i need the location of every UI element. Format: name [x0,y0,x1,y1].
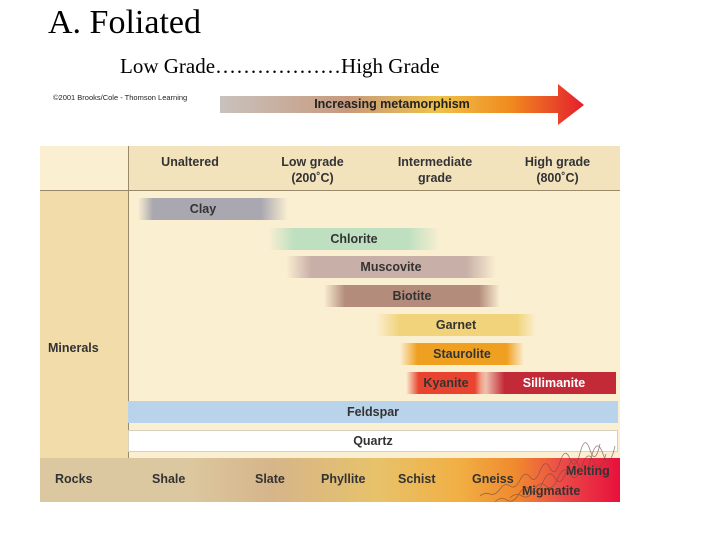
mineral-label-biotite: Biotite [392,289,432,303]
row-label-minerals: Minerals [48,341,99,355]
mineral-label-clay: Clay [189,202,217,216]
mineral-label-feldspar: Feldspar [346,405,400,419]
mineral-bar-quartz: Quartz [128,430,618,452]
mineral-bar-kyanite: Kyanite [406,372,486,394]
column-header-low-grade: Low grade (200˚C) [281,155,344,185]
slide-title: A. Foliated [48,4,201,41]
metamorphism-arrow-icon [220,84,584,125]
mineral-label-muscovite: Muscovite [360,260,422,274]
rock-gneiss: Gneiss [472,472,514,486]
mineral-bar-garnet: Garnet [376,314,536,336]
rock-phyllite: Phyllite [321,472,366,486]
mineral-label-chlorite: Chlorite [330,232,378,246]
rocks-label-cell [40,458,128,502]
mineral-label-sillimanite: Sillimanite [522,376,586,390]
column-divider [128,146,129,502]
column-header-unaltered: Unaltered [161,155,219,169]
mineral-bar-staurolite: Staurolite [400,343,524,365]
mineral-bar-sillimanite: Sillimanite [480,372,616,394]
rock-transition-squiggles [479,442,616,502]
header-divider [40,190,620,191]
mineral-label-quartz: Quartz [353,434,393,448]
rock-slate: Slate [255,472,285,486]
copyright-note: ©2001 Brooks/Cole - Thomson Learning [53,93,188,102]
column-header-intermediate: Intermediate grade [397,155,473,185]
rock-shale: Shale [152,472,186,486]
grade-range-caption: Low Grade………………High Grade [120,54,440,78]
row-label-column [40,190,128,458]
mineral-bar-chlorite: Chlorite [268,228,440,250]
arrow-label: Increasing metamorphism [314,97,470,111]
mineral-bar-biotite: Biotite [324,285,500,307]
mineral-label-kyanite: Kyanite [423,376,469,390]
rock-migmatite: Migmatite [522,484,581,498]
rock-schist: Schist [398,472,436,486]
rocks-gradient-band [40,458,620,502]
metamorphic-grade-chart: Unaltered Low grade (200˚C) Intermediate… [40,146,620,502]
row-label-rocks: Rocks [55,472,93,486]
mineral-label-garnet: Garnet [435,318,477,332]
mineral-label-staurolite: Staurolite [433,347,491,361]
mineral-bar-feldspar: Feldspar [128,401,618,423]
mineral-bar-muscovite: Muscovite [286,256,496,278]
column-header-band [128,146,620,190]
column-header-high-grade: High grade (800˚C) [524,155,591,185]
mineral-bar-clay: Clay [138,198,288,220]
